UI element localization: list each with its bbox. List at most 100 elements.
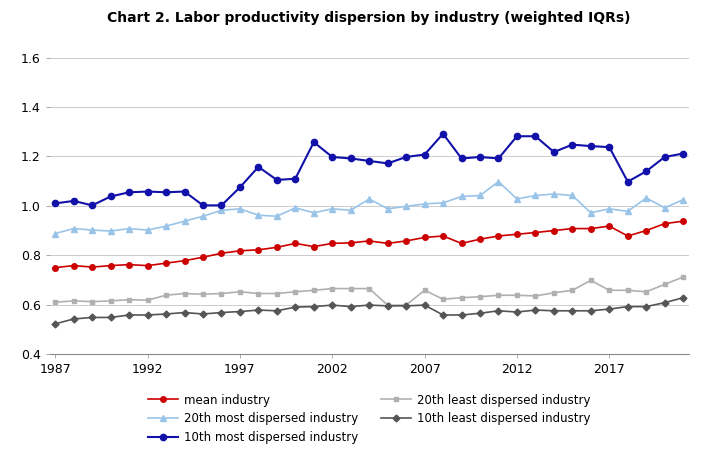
mean industry	[162, 261, 170, 266]
10th least dispersed industry	[254, 307, 263, 313]
10th least dispersed industry	[568, 308, 577, 313]
10th least dispersed industry	[236, 309, 244, 314]
10th most dispersed industry	[420, 152, 429, 157]
20th least dispersed industry	[420, 287, 429, 293]
20th most dispersed industry	[605, 206, 613, 211]
10th most dispersed industry	[439, 131, 447, 136]
10th least dispersed industry	[550, 308, 558, 313]
mean industry	[568, 226, 577, 231]
20th least dispersed industry	[236, 289, 244, 295]
20th least dispersed industry	[605, 287, 613, 293]
20th most dispersed industry	[143, 227, 152, 233]
10th least dispersed industry	[346, 304, 355, 310]
20th least dispersed industry	[310, 287, 318, 293]
10th least dispersed industry	[365, 302, 373, 308]
10th most dispersed industry	[180, 189, 189, 194]
20th least dispersed industry	[586, 278, 595, 283]
10th least dispersed industry	[273, 308, 281, 313]
20th least dispersed industry	[679, 274, 687, 280]
10th least dispersed industry	[162, 311, 170, 317]
mean industry	[51, 265, 60, 270]
10th least dispersed industry	[383, 303, 392, 309]
10th most dispersed industry	[642, 169, 650, 174]
20th least dispersed industry	[439, 296, 447, 302]
20th least dispersed industry	[365, 286, 373, 291]
20th most dispersed industry	[106, 228, 115, 234]
10th most dispersed industry	[457, 156, 466, 161]
10th most dispersed industry	[346, 156, 355, 161]
10th most dispersed industry	[550, 149, 558, 155]
10th least dispersed industry	[328, 302, 337, 308]
20th most dispersed industry	[586, 210, 595, 216]
20th least dispersed industry	[273, 291, 281, 296]
20th most dispersed industry	[568, 193, 577, 198]
10th most dispersed industry	[402, 154, 410, 160]
10th most dispersed industry	[125, 189, 133, 195]
20th most dispersed industry	[642, 195, 650, 201]
mean industry	[217, 251, 226, 256]
10th least dispersed industry	[586, 308, 595, 313]
10th least dispersed industry	[51, 321, 60, 327]
10th least dispersed industry	[531, 307, 540, 313]
20th least dispersed industry	[291, 289, 300, 295]
mean industry	[586, 226, 595, 231]
10th least dispersed industry	[217, 310, 226, 315]
20th most dispersed industry	[439, 200, 447, 206]
10th least dispersed industry	[199, 311, 207, 317]
10th most dispersed industry	[199, 202, 207, 208]
20th most dispersed industry	[236, 206, 244, 211]
10th least dispersed industry	[476, 311, 484, 316]
mean industry	[328, 241, 337, 246]
mean industry	[679, 219, 687, 224]
20th most dispersed industry	[660, 205, 669, 211]
10th most dispersed industry	[328, 154, 337, 160]
10th most dispersed industry	[605, 144, 613, 150]
20th least dispersed industry	[88, 299, 97, 304]
10th least dispersed industry	[70, 316, 78, 322]
20th least dispersed industry	[51, 299, 60, 305]
10th most dispersed industry	[310, 139, 318, 145]
20th most dispersed industry	[180, 219, 189, 224]
20th least dispersed industry	[383, 302, 392, 308]
10th most dispersed industry	[88, 202, 97, 208]
20th most dispersed industry	[513, 196, 521, 202]
20th least dispersed industry	[531, 293, 540, 299]
10th most dispersed industry	[476, 154, 484, 160]
20th least dispersed industry	[568, 287, 577, 293]
20th least dispersed industry	[402, 302, 410, 308]
mean industry	[106, 263, 115, 269]
10th least dispersed industry	[310, 304, 318, 310]
10th least dispersed industry	[642, 304, 650, 310]
20th most dispersed industry	[310, 210, 318, 216]
mean industry	[494, 233, 503, 239]
20th least dispersed industry	[513, 293, 521, 298]
mean industry	[439, 233, 447, 239]
10th most dispersed industry	[383, 160, 392, 166]
20th most dispersed industry	[346, 208, 355, 213]
20th least dispersed industry	[125, 297, 133, 303]
20th least dispersed industry	[106, 298, 115, 304]
20th most dispersed industry	[273, 213, 281, 219]
20th most dispersed industry	[402, 203, 410, 209]
10th least dispersed industry	[143, 312, 152, 318]
20th least dispersed industry	[180, 291, 189, 296]
20th most dispersed industry	[383, 206, 392, 211]
10th most dispersed industry	[291, 176, 300, 182]
10th least dispersed industry	[402, 303, 410, 309]
mean industry	[513, 231, 521, 237]
20th least dispersed industry	[550, 290, 558, 295]
20th most dispersed industry	[88, 227, 97, 233]
10th most dispersed industry	[568, 142, 577, 147]
mean industry	[605, 223, 613, 229]
20th most dispersed industry	[125, 226, 133, 231]
mean industry	[143, 263, 152, 269]
10th most dispersed industry	[531, 134, 540, 139]
mean industry	[660, 221, 669, 227]
20th least dispersed industry	[623, 287, 632, 293]
10th least dispersed industry	[291, 304, 300, 310]
mean industry	[402, 238, 410, 244]
20th least dispersed industry	[328, 286, 337, 291]
10th most dispersed industry	[70, 198, 78, 204]
20th most dispersed industry	[162, 223, 170, 229]
10th least dispersed industry	[439, 312, 447, 318]
